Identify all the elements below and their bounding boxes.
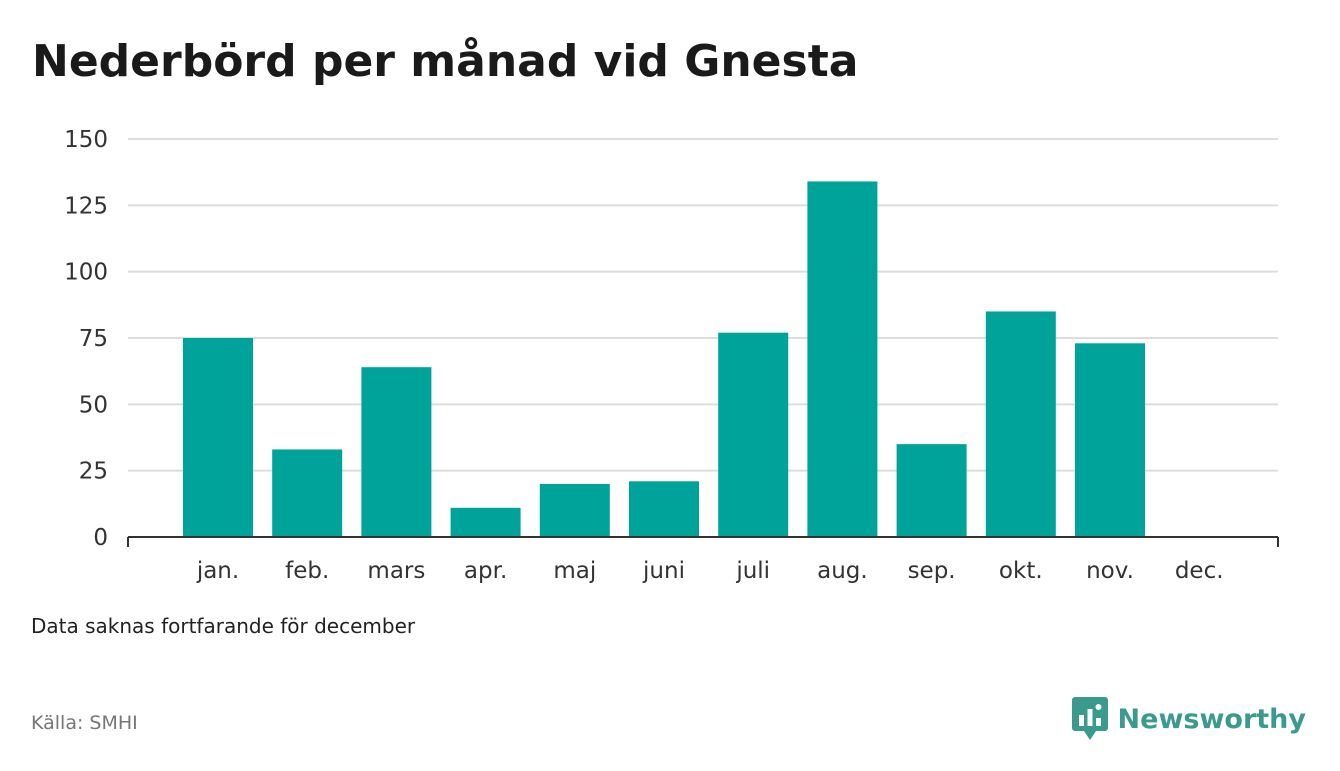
x-tick-label: okt.	[999, 558, 1043, 584]
chart-title: Nederbörd per månad vid Gnesta	[32, 36, 859, 87]
x-tick-label: aug.	[817, 558, 868, 584]
y-tick-label: 50	[79, 392, 108, 418]
y-tick-label: 150	[64, 127, 108, 153]
source-label: Källa: SMHI	[31, 712, 138, 734]
x-tick-label: sep.	[908, 558, 956, 584]
y-tick-label: 0	[93, 525, 108, 551]
newsworthy-logo: Newsworthy	[1071, 696, 1306, 742]
y-tick-label: 25	[79, 459, 108, 485]
brand-name: Newsworthy	[1117, 703, 1306, 735]
bar	[272, 449, 343, 537]
x-tick-label: jan.	[196, 558, 239, 584]
y-tick-label: 75	[79, 326, 108, 352]
x-tick-label: juli	[735, 558, 770, 584]
bar	[896, 444, 967, 537]
bars	[183, 181, 1145, 537]
chart-note: Data saknas fortfarande för december	[31, 614, 416, 638]
x-tick-label: nov.	[1086, 558, 1134, 584]
x-tick-label: mars	[367, 558, 425, 584]
x-axis	[127, 536, 1279, 547]
bar-chart: 0 25 50 75 100 125 150 jan. feb. mars apr. maj juni…	[64, 127, 1279, 584]
x-tick-label: juni	[642, 558, 685, 584]
bar-chart-speech-bubble-icon	[1071, 697, 1108, 740]
bar	[1075, 343, 1145, 537]
bar	[450, 507, 521, 537]
y-tick-label: 125	[64, 193, 108, 219]
bar	[539, 483, 610, 537]
bar	[629, 481, 699, 537]
x-tick-label: apr.	[464, 558, 507, 584]
y-axis-tick-labels: 0 25 50 75 100 125 150	[64, 127, 108, 551]
y-tick-label: 100	[64, 260, 108, 286]
x-tick-label: dec.	[1175, 558, 1224, 584]
x-tick-label: feb.	[285, 558, 329, 584]
x-axis-tick-labels: jan. feb. mars apr. maj juni juli aug. sep. okt. n…	[196, 558, 1224, 584]
bar	[183, 338, 253, 537]
bar	[807, 181, 878, 537]
bar	[718, 332, 789, 537]
bar	[985, 311, 1056, 537]
bar	[361, 367, 432, 537]
x-tick-label: maj	[553, 558, 596, 584]
